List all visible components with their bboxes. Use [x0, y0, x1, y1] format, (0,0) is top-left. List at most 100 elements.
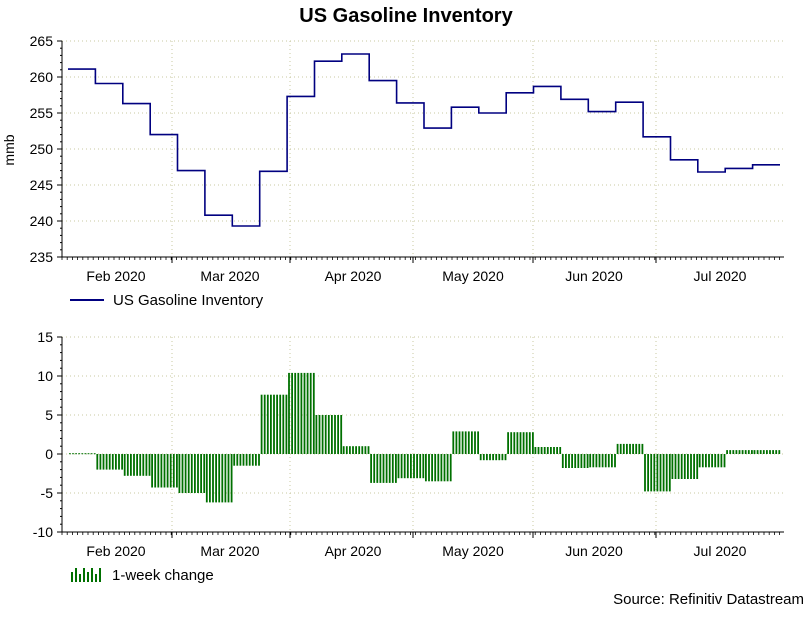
change-bar-stripe	[297, 372, 300, 454]
change-bar-stripe	[455, 431, 458, 454]
change-bar-stripe	[537, 447, 540, 454]
change-bar-stripe	[583, 454, 586, 468]
change-bar-stripe	[90, 453, 93, 455]
change-bar-stripe	[367, 446, 370, 454]
top-ytick-label-3: 250	[30, 141, 54, 157]
change-bar-stripe	[321, 415, 324, 454]
change-bar-stripe	[403, 454, 406, 479]
change-bar-stripe	[701, 454, 704, 468]
change-bar-stripe	[111, 454, 114, 470]
change-bar-stripe	[102, 454, 105, 470]
legend-stripe	[71, 572, 73, 582]
top-ytick-label-6: 235	[30, 249, 54, 265]
change-bar-11	[370, 454, 397, 483]
change-bar-9	[315, 415, 343, 454]
change-bar-stripe	[638, 443, 641, 454]
change-bar-stripe	[753, 450, 756, 454]
change-bar-stripe	[245, 454, 248, 466]
change-bar-stripe	[458, 431, 461, 454]
change-bar-stripe	[683, 454, 686, 479]
change-bar-stripe	[443, 454, 446, 482]
change-bar-stripe	[406, 454, 409, 479]
change-bar-stripe	[522, 432, 525, 454]
top-ytick-label-2: 255	[30, 105, 54, 121]
change-bar-stripe	[395, 454, 397, 483]
change-bar-stripe	[160, 454, 163, 488]
change-bar-20	[616, 443, 644, 454]
change-bar-stripe	[778, 450, 781, 454]
change-bar-stripe	[501, 454, 504, 461]
change-bar-stripe	[659, 454, 662, 492]
change-bar-stripe	[276, 394, 278, 454]
top-xlabel-0: Feb 2020	[86, 268, 145, 284]
change-bar-stripe	[130, 454, 132, 476]
legend-stripe	[83, 568, 85, 582]
bottom-ytick-label-0: 15	[37, 329, 53, 345]
change-bar-stripe	[762, 450, 765, 454]
change-bar-stripe	[467, 431, 470, 454]
change-bar-stripe	[528, 432, 531, 454]
change-bar-stripe	[611, 454, 613, 468]
change-bar-stripe	[410, 454, 412, 479]
change-bar-stripe	[263, 394, 266, 454]
change-bar-stripe	[580, 454, 583, 468]
change-bar-6	[233, 454, 260, 466]
change-bar-stripe	[324, 415, 327, 454]
change-bar-stripe	[772, 450, 774, 454]
change-bar-stripe	[680, 454, 683, 479]
change-bar-23	[698, 454, 726, 468]
change-bar-stripe	[136, 454, 138, 476]
change-bar-stripe	[349, 446, 351, 454]
change-bar-15	[479, 454, 507, 461]
change-bar-stripe	[151, 454, 153, 488]
bottom-ytick-label-5: -10	[33, 524, 53, 540]
change-bar-stripe	[203, 454, 206, 493]
change-bar-stripe	[741, 450, 744, 454]
change-bar-stripe	[698, 454, 701, 468]
change-bar-stripe	[461, 431, 464, 454]
change-bar-stripe	[236, 454, 239, 466]
change-bar-stripe	[273, 394, 275, 454]
top-legend: US Gasoline Inventory	[70, 292, 264, 309]
change-bar-stripe	[711, 454, 713, 468]
change-bar-stripe	[105, 454, 108, 470]
change-bar-19	[589, 454, 616, 468]
top-xlabel-5: Jul 2020	[694, 268, 747, 284]
change-bar-stripe	[434, 454, 437, 482]
change-bar-stripe	[416, 454, 418, 479]
bottom-series	[69, 372, 781, 503]
change-bar-stripe	[84, 453, 87, 455]
bottom-xlabel-2: Apr 2020	[325, 543, 382, 559]
change-bar-4	[178, 454, 206, 493]
change-bar-stripe	[440, 454, 443, 482]
change-bar-stripe	[291, 372, 293, 454]
change-bar-stripe	[96, 454, 99, 470]
change-bar-stripe	[446, 454, 449, 482]
change-bar-stripe	[766, 450, 768, 454]
change-bar-stripe	[507, 432, 509, 454]
change-bar-stripe	[69, 453, 71, 455]
change-bar-stripe	[479, 454, 482, 461]
change-bar-stripe	[355, 446, 357, 454]
change-bar-stripe	[342, 446, 345, 454]
change-bar-stripe	[437, 454, 440, 482]
change-bar-stripe	[577, 454, 580, 468]
change-bar-stripe	[331, 415, 333, 454]
change-bar-stripe	[492, 454, 494, 461]
legend-stripe	[87, 572, 89, 582]
top-xlabel-3: May 2020	[442, 268, 504, 284]
change-bar-stripe	[176, 454, 178, 488]
change-bar-stripe	[607, 454, 610, 468]
change-bar-stripe	[288, 372, 290, 454]
change-bar-stripe	[449, 454, 452, 482]
change-bar-stripe	[126, 454, 129, 476]
change-bar-18	[561, 454, 589, 468]
change-bar-10	[342, 446, 370, 454]
change-bar-stripe	[550, 447, 552, 454]
change-bar-stripe	[428, 454, 430, 482]
change-bar-stripe	[525, 432, 528, 454]
change-bar-stripe	[282, 394, 285, 454]
change-bar-stripe	[194, 454, 196, 493]
change-bar-stripe	[169, 454, 172, 488]
